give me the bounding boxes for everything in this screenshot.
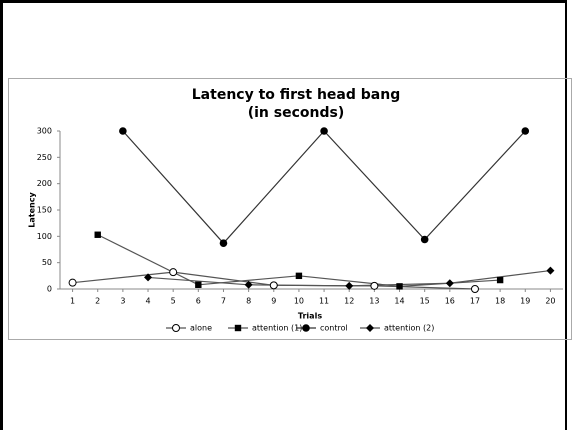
x-tick-label: 9 (271, 297, 276, 306)
marker (396, 283, 403, 290)
chart-subtitle: (in seconds) (248, 105, 345, 121)
marker (470, 285, 479, 293)
marker (144, 273, 153, 282)
marker (269, 281, 278, 290)
marker (320, 127, 328, 135)
marker (219, 239, 228, 247)
marker (68, 278, 77, 287)
x-tick-label: 11 (319, 297, 329, 306)
marker (94, 231, 101, 238)
marker (295, 272, 303, 280)
marker (195, 281, 202, 288)
x-tick-label: 18 (495, 297, 505, 306)
marker (445, 279, 454, 288)
x-axis-label: Trials (298, 312, 322, 321)
x-tick-label: 4 (145, 297, 150, 306)
x-tick-label: 15 (420, 297, 430, 306)
x-tick-label: 16 (445, 297, 455, 306)
legend-marker (302, 324, 310, 332)
marker (546, 266, 555, 275)
y-tick-label: 200 (37, 179, 52, 188)
x-tick-label: 17 (470, 297, 480, 306)
x-tick-label: 12 (344, 297, 354, 306)
legend-label: attention (2) (384, 324, 434, 333)
y-tick-label: 100 (37, 232, 52, 241)
x-tick-label: 8 (246, 297, 251, 306)
chart-title: Latency to first head bang (192, 87, 400, 103)
x-tick-label: 14 (394, 297, 404, 306)
series-line (122, 130, 526, 245)
y-tick-label: 0 (47, 285, 52, 294)
x-tick-label: 19 (520, 297, 530, 306)
x-tick-label: 6 (196, 297, 201, 306)
marker (119, 127, 127, 135)
marker (496, 276, 504, 284)
marker (169, 268, 178, 277)
marker (521, 127, 530, 135)
x-tick-label: 7 (221, 297, 226, 306)
y-axis-label: Latency (28, 192, 37, 228)
legend-marker (366, 324, 374, 332)
legend-label: attention (1) (252, 324, 302, 333)
y-tick-label: 250 (37, 153, 52, 162)
x-tick-label: 13 (369, 297, 379, 306)
x-tick-label: 3 (120, 297, 125, 306)
legend-label: alone (190, 324, 212, 333)
x-tick-label: 5 (171, 297, 176, 306)
legend-label: control (320, 324, 348, 333)
y-tick-label: 50 (42, 258, 52, 267)
marker (370, 281, 379, 290)
marker (345, 281, 354, 290)
x-tick-label: 20 (545, 297, 555, 306)
legend-marker (172, 324, 180, 332)
y-tick-label: 300 (37, 127, 52, 136)
x-tick-label: 1 (70, 297, 75, 306)
y-tick-label: 150 (37, 206, 52, 215)
marker (244, 280, 253, 289)
x-tick-label: 10 (294, 297, 304, 306)
x-tick-label: 2 (95, 297, 100, 306)
marker (420, 235, 429, 244)
legend-marker (234, 324, 242, 332)
